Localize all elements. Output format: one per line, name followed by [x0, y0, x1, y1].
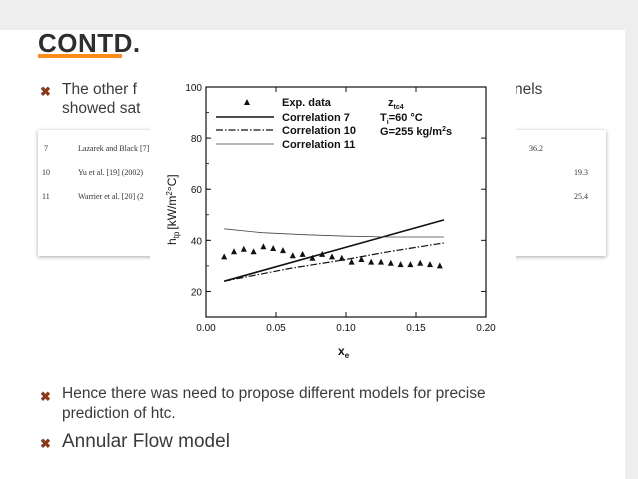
- chart-marks-group: [221, 219, 445, 282]
- legend-triangle-marker: [244, 99, 250, 105]
- chart-panel: 0.00 0.05 0.10 0.15 0.20 20 40 60 80 100 htp[kW/m…: [150, 45, 516, 367]
- chart-legend: Exp. data Correlation 7 Correlation 10 C…: [216, 97, 356, 151]
- exp-data-point: [250, 248, 257, 255]
- exp-data-point: [338, 254, 345, 261]
- x-bullet-icon: ✖: [40, 436, 51, 451]
- bullet1-line2-left: showed sat: [62, 100, 141, 117]
- exp-data-point: [407, 261, 414, 268]
- exp-data-point: [358, 256, 365, 262]
- exp-data-point: [427, 261, 433, 268]
- exp-data-point: [260, 243, 267, 250]
- y-tick-label: 20: [191, 287, 203, 298]
- y-tick-label: 40: [191, 236, 203, 247]
- exp-data-point: [299, 250, 306, 257]
- table-cell-value: 19.3: [574, 168, 588, 177]
- bullet3-annular-flow: Annular Flow model: [62, 431, 230, 452]
- y-axis-label: htp[kW/m2°C]: [165, 174, 181, 245]
- exp-data-point: [378, 258, 384, 265]
- table-cell-num: 7: [44, 144, 48, 153]
- y-tick-label: 60: [191, 185, 203, 196]
- title-accent-underline: [38, 54, 122, 58]
- legend-label-corr11: Correlation 11: [282, 139, 355, 151]
- exp-data-point: [309, 254, 316, 261]
- exp-data-point: [280, 247, 286, 254]
- series-line-3: [224, 228, 444, 238]
- htc-chart: 0.00 0.05 0.10 0.15 0.20 20 40 60 80 100 htp[kW/m…: [165, 83, 496, 360]
- x-bullet-icon: ✖: [40, 389, 51, 404]
- table-cell-ref: Warrier et al. [20] (2: [78, 192, 144, 201]
- table-cell-value: 25.4: [574, 192, 588, 201]
- exp-data-point: [319, 250, 326, 257]
- exp-data-point: [417, 259, 424, 266]
- exp-data-point: [270, 245, 277, 251]
- legend-label-corr10: Correlation 10: [282, 125, 356, 137]
- exp-data-point: [387, 259, 394, 266]
- bullet2-line2: prediction of htc.: [62, 405, 176, 422]
- x-tick-label: 0.20: [476, 323, 496, 334]
- bullet2-line1: Hence there was need to propose differen…: [62, 385, 486, 402]
- chart-frame-group: 0.00 0.05 0.10 0.15 0.20 20 40 60 80 100: [185, 83, 496, 334]
- exp-data-point: [397, 261, 404, 268]
- y-tick-label: 80: [191, 134, 203, 145]
- table-cell-num: 11: [42, 192, 50, 201]
- condition-t: Ti=60 °C: [380, 112, 423, 126]
- table-cell-num: 10: [42, 168, 50, 177]
- legend-label-corr7: Correlation 7: [282, 112, 350, 124]
- chart-conditions: ztc4 Ti=60 °C G=255 kg/m2s: [380, 97, 452, 138]
- legend-label-exp: Exp. data: [282, 97, 332, 109]
- table-cell-value: 36.2: [529, 144, 543, 153]
- condition-z: ztc4: [388, 97, 404, 111]
- x-axis-label: xe: [338, 344, 350, 360]
- x-tick-label: 0.10: [336, 323, 356, 334]
- x-tick-label: 0.00: [196, 323, 216, 334]
- exp-data-point: [329, 253, 335, 260]
- exp-data-point: [240, 245, 247, 252]
- y-tick-label: 100: [185, 83, 202, 94]
- condition-g: G=255 kg/m2s: [380, 126, 452, 138]
- bullet1-line1-right: nels: [514, 81, 543, 98]
- exp-data-point: [368, 258, 375, 265]
- series-line-2: [224, 242, 445, 282]
- x-tick-label: 0.15: [406, 323, 426, 334]
- slide-title: CONTD.: [38, 28, 141, 58]
- series-line-1: [223, 219, 445, 282]
- exp-data-point: [221, 253, 228, 260]
- exp-data-point: [436, 262, 443, 269]
- exp-data-point: [289, 252, 296, 259]
- x-bullet-icon: ✖: [40, 84, 51, 99]
- table-cell-ref: Yu et al. [19] (2002): [78, 168, 144, 177]
- x-tick-label: 0.05: [266, 323, 286, 334]
- table-cell-ref: Lazarek and Black [7]: [78, 144, 150, 153]
- right-band: [625, 0, 638, 479]
- bullet1-line1-left: The other f: [62, 81, 137, 98]
- exp-data-point: [231, 248, 237, 255]
- top-band: [0, 0, 638, 30]
- exp-data-point: [348, 258, 355, 265]
